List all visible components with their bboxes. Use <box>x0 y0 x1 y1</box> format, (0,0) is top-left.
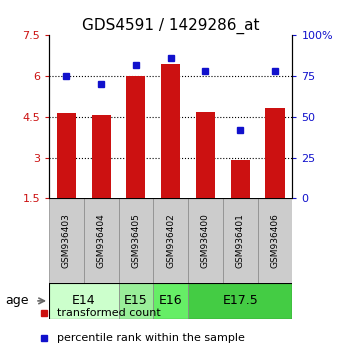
Text: GSM936404: GSM936404 <box>97 213 106 268</box>
Bar <box>161 64 180 198</box>
Bar <box>265 108 285 198</box>
Bar <box>119 283 153 319</box>
Text: GSM936403: GSM936403 <box>62 213 71 268</box>
Text: age: age <box>5 295 29 307</box>
Text: E16: E16 <box>159 295 183 307</box>
Bar <box>84 198 119 283</box>
Text: GSM936406: GSM936406 <box>270 213 280 268</box>
Text: E14: E14 <box>72 295 96 307</box>
Text: GSM936405: GSM936405 <box>131 213 140 268</box>
Title: GDS4591 / 1429286_at: GDS4591 / 1429286_at <box>82 18 260 34</box>
Text: GSM936402: GSM936402 <box>166 213 175 268</box>
Bar <box>196 112 215 198</box>
Bar <box>49 198 84 283</box>
Text: transformed count: transformed count <box>57 308 161 318</box>
Bar <box>188 198 223 283</box>
Bar <box>49 283 119 319</box>
Bar <box>223 198 258 283</box>
Bar <box>57 113 76 198</box>
Text: GSM936401: GSM936401 <box>236 213 245 268</box>
Bar <box>258 198 292 283</box>
Text: E15: E15 <box>124 295 148 307</box>
Text: E17.5: E17.5 <box>222 295 258 307</box>
Bar <box>119 198 153 283</box>
Bar <box>126 75 145 198</box>
Bar <box>92 115 111 198</box>
Text: GSM936400: GSM936400 <box>201 213 210 268</box>
Text: percentile rank within the sample: percentile rank within the sample <box>57 333 245 343</box>
Bar <box>153 283 188 319</box>
Bar <box>231 160 250 198</box>
Bar <box>188 283 292 319</box>
Bar <box>153 198 188 283</box>
